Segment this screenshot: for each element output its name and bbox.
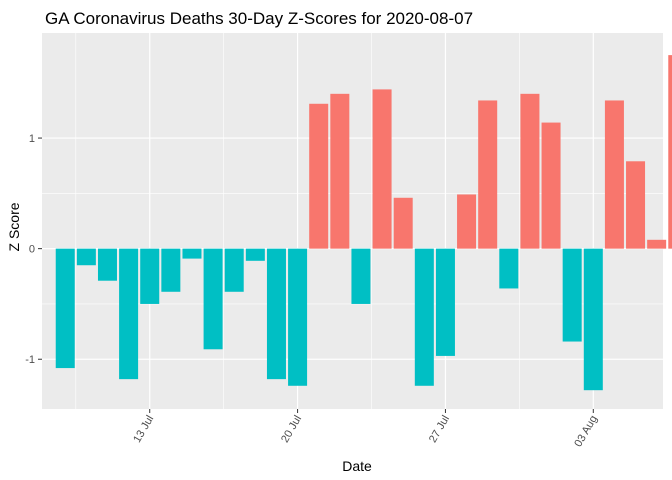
bar xyxy=(161,248,181,292)
y-tick-label: 0 xyxy=(29,244,35,256)
bar xyxy=(520,93,540,249)
y-tick-label: 1 xyxy=(29,133,35,145)
x-axis-ticks: 13 Jul 20 Jul 27 Jul 03 Aug xyxy=(131,409,600,449)
x-tick-label: 20 Jul xyxy=(279,414,304,445)
y-axis-title: Z Score xyxy=(6,202,22,251)
bar xyxy=(393,197,413,249)
bar xyxy=(55,248,75,369)
x-tick-label: 27 Jul xyxy=(427,414,452,445)
bar xyxy=(435,248,455,356)
bar xyxy=(119,248,139,380)
bar xyxy=(478,100,498,249)
bar xyxy=(647,239,667,249)
bar xyxy=(245,248,265,261)
bar xyxy=(330,93,350,249)
x-tick-label: 03 Aug xyxy=(572,414,600,450)
bar xyxy=(668,55,672,249)
bar xyxy=(76,248,96,266)
y-axis-ticks: -1 0 1 xyxy=(25,133,42,366)
bar xyxy=(140,248,160,304)
bar xyxy=(626,161,646,249)
bar xyxy=(266,248,286,380)
bar xyxy=(182,248,202,259)
x-axis-title: Date xyxy=(342,458,372,474)
bar xyxy=(499,248,519,289)
bar xyxy=(309,103,329,249)
bar xyxy=(203,248,223,350)
bar xyxy=(224,248,244,292)
bar xyxy=(97,248,117,281)
y-tick-label: -1 xyxy=(25,354,35,366)
chart-title: GA Coronavirus Deaths 30-Day Z-Scores fo… xyxy=(45,9,473,28)
bar xyxy=(541,122,561,249)
bar xyxy=(351,248,371,304)
bar xyxy=(583,248,603,391)
bar xyxy=(604,100,624,249)
x-tick-label: 13 Jul xyxy=(131,414,156,445)
bar xyxy=(288,248,308,386)
bar xyxy=(414,248,434,386)
bar xyxy=(372,89,392,249)
bars xyxy=(55,55,672,391)
bar xyxy=(562,248,582,342)
bar xyxy=(457,194,477,249)
